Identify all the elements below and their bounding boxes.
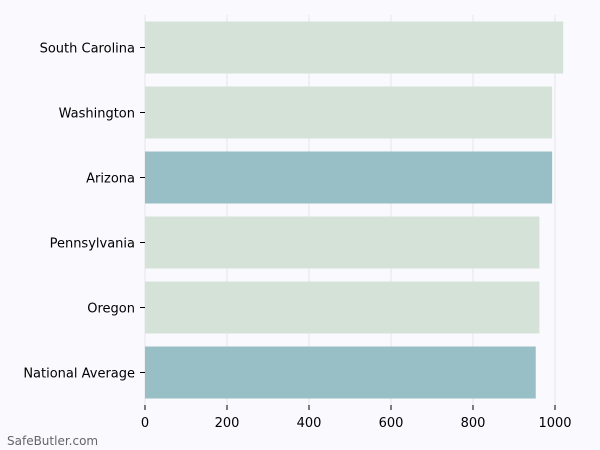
- category-label: Pennsylvania: [50, 237, 135, 252]
- bar: [145, 346, 536, 399]
- category-label: Arizona: [86, 172, 135, 187]
- bar: [145, 86, 553, 139]
- category-label: National Average: [23, 367, 135, 382]
- x-tick-label: 400: [297, 416, 322, 431]
- axes: [140, 47, 556, 410]
- grid-lines: [144, 15, 556, 405]
- bar: [145, 216, 540, 269]
- x-tick-label: 1000: [538, 416, 571, 431]
- x-tick-label: 0: [141, 416, 149, 431]
- x-tick-label: 200: [215, 416, 240, 431]
- watermark: SafeButler.com: [7, 434, 99, 448]
- bar: [145, 21, 564, 74]
- axis-labels: 0 200 400 600 800 1000 South Carolina Washingto…: [23, 42, 571, 432]
- bar: [145, 151, 553, 204]
- category-label: Washington: [59, 107, 135, 122]
- x-tick-label: 600: [379, 416, 404, 431]
- category-label: South Carolina: [40, 42, 135, 57]
- category-label: Oregon: [87, 302, 135, 317]
- bars: [145, 21, 564, 399]
- bar: [145, 281, 540, 334]
- x-tick-label: 800: [461, 416, 486, 431]
